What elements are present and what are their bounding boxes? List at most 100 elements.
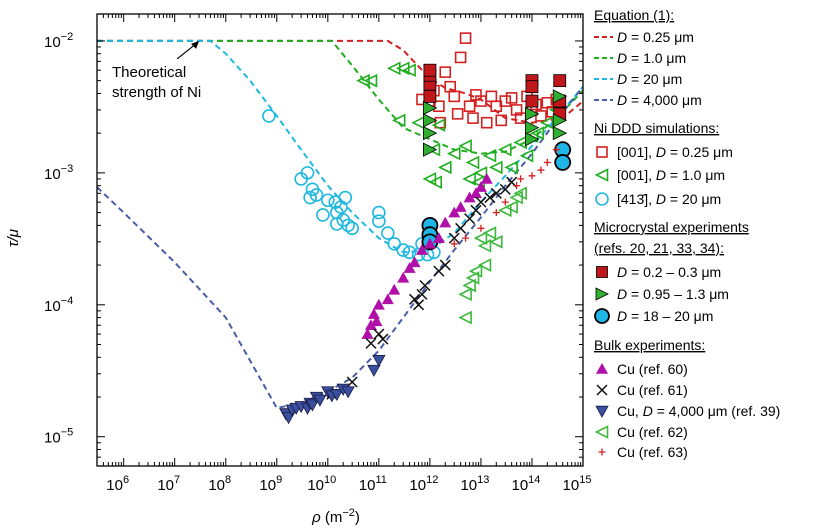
legend-header-bulk: Bulk experiments: (594, 337, 705, 353)
legend-ddd-label-0-ital: D (656, 144, 666, 160)
legend-ddd-label-2-text: = 20 μm (666, 191, 721, 207)
data-point-s0-13 (480, 116, 493, 129)
data-point-s7-15 (470, 204, 482, 216)
x-axis-label-sym: ρ (311, 509, 321, 526)
data-point-s0-10 (467, 112, 479, 124)
data-point-s2-16 (372, 205, 386, 220)
data-point-s9-1 (477, 239, 492, 253)
data-point-s6-8 (403, 262, 416, 273)
legend-ddd-marker-0 (596, 146, 608, 158)
legend-curve-label-1-text: = 1.0 μm (627, 50, 686, 66)
x-tick-label: 1012 (409, 474, 438, 494)
legend-ddd-marker-1 (594, 168, 609, 182)
data-point-s3-3 (423, 63, 437, 77)
annotation-line-1: Theoretical (112, 64, 186, 81)
legend-curve-label-2-pre: D (617, 71, 627, 87)
data-point-s1-12 (465, 155, 480, 170)
data-point-s9-5 (458, 287, 472, 302)
data-point-s1-21 (530, 126, 545, 140)
data-point-s4-5 (525, 106, 540, 122)
y-tick-label: 10−4 (44, 295, 73, 315)
annotation-arrowhead (191, 40, 200, 49)
legend-micro-label-1-ital: D (617, 286, 627, 302)
data-point-s7-6 (409, 293, 421, 305)
equation-curve-2 (97, 39, 583, 254)
data-point-s2-6 (321, 193, 335, 208)
legend-ddd-label-2-pre: [413̄], (617, 191, 656, 207)
data-point-s9-11 (504, 200, 518, 214)
data-point-s6-13 (439, 216, 452, 228)
x-axis-label: ρ (m−2) (311, 507, 360, 526)
data-point-s1-10 (446, 146, 461, 161)
x-tick-base: 10 (359, 477, 376, 494)
data-point-s0-5 (448, 90, 461, 103)
legend-header-micro-1: Microcrystal experiments (594, 219, 749, 235)
x-tick-base: 10 (157, 477, 174, 494)
legend-header-ddd: Ni DDD simulations: (594, 120, 719, 136)
data-point-s10-10 (552, 146, 560, 154)
y-tick-label: 10−3 (44, 163, 73, 183)
data-point-s0-16 (495, 114, 508, 127)
data-point-s1-14 (482, 148, 497, 163)
legend-bulk-marker-1 (596, 384, 608, 396)
data-point-s6-19 (480, 172, 493, 184)
y-axis-label: τ/μ (5, 229, 22, 247)
x-tick-exp: 14 (528, 474, 540, 486)
data-point-s9-6 (462, 278, 476, 293)
data-point-s9-0 (473, 231, 488, 245)
data-point-s6-4 (370, 315, 383, 327)
plot-frame (96, 13, 584, 467)
data-point-s0-29 (434, 116, 447, 129)
data-point-s4-3 (422, 126, 438, 141)
legend: Equation (1):D = 0.25 μmD = 1.0 μmD = 20… (594, 7, 780, 460)
data-point-s9-10 (497, 203, 512, 218)
legend-bulk-label-4-pre: Cu (ref. 63) (617, 444, 688, 460)
legend-ddd-marker-2 (595, 192, 609, 206)
y-tick-exp: −2 (61, 31, 74, 43)
legend-bulk-label-1-pre: Cu (ref. 61) (617, 382, 688, 398)
data-point-s10-1 (462, 234, 470, 242)
legend-ddd-label-0-text: = 0.25 μm (666, 144, 733, 160)
x-tick-exp: 8 (225, 474, 231, 486)
data-point-s6-2 (364, 319, 377, 331)
data-point-s9-7 (465, 271, 480, 285)
data-point-s1-16 (497, 142, 512, 157)
y-tick-exp: −3 (61, 163, 74, 175)
data-point-s1-22 (540, 115, 554, 130)
legend-bulk-marker-0 (596, 363, 608, 374)
data-point-s3-2 (423, 89, 437, 103)
legend-ddd-label-1-pre: [001], (617, 167, 656, 183)
axes: 106 107 108 109 1010 1011 1012 1013 1014 101510−2… (5, 13, 591, 526)
data-point-s8-9 (313, 394, 327, 407)
data-point-s8-16 (372, 355, 386, 368)
x-tick-base: 10 (563, 477, 580, 494)
data-point-s3-5 (525, 94, 539, 108)
legend-bulk-label-3-pre: Cu (ref. 62) (617, 424, 688, 440)
y-tick-base: 10 (44, 166, 61, 183)
data-point-s7-12 (448, 232, 460, 244)
y-tick-base: 10 (44, 430, 61, 447)
legend-curve-label-3: D = 4,000 μm (617, 92, 702, 108)
data-point-s2-14 (330, 217, 344, 231)
legend-curve-label-0-pre: D (617, 29, 627, 45)
legend-curve-label-2-text: = 20 μm (627, 71, 682, 87)
data-point-s7-8 (416, 288, 428, 300)
data-point-s1-2 (386, 61, 401, 76)
data-point-s6-17 (469, 187, 482, 199)
legend-curve-label-0-text: = 0.25 μm (627, 29, 694, 45)
legend-ddd-label-1-ital: D (656, 167, 666, 183)
data-point-s6-9 (408, 256, 421, 268)
legend-bulk-label-0-pre: Cu (ref. 60) (617, 361, 688, 377)
x-tick-exp: 6 (123, 474, 129, 486)
data-point-s6-15 (454, 201, 467, 212)
data-point-s7-9 (419, 279, 431, 292)
legend-bulk-label-1: Cu (ref. 61) (617, 382, 688, 398)
data-point-s0-8 (459, 32, 472, 44)
x-tick-label: 1013 (460, 474, 489, 494)
data-point-s10-2 (477, 224, 485, 232)
data-point-s8-12 (330, 389, 344, 402)
data-point-s1-5 (391, 113, 406, 128)
legend-micro-label-0: D = 0.2 – 0.3 μm (617, 264, 721, 280)
legend-curve-label-2: D = 20 μm (617, 71, 682, 87)
annotation-line-2: strength of Ni (112, 84, 201, 101)
